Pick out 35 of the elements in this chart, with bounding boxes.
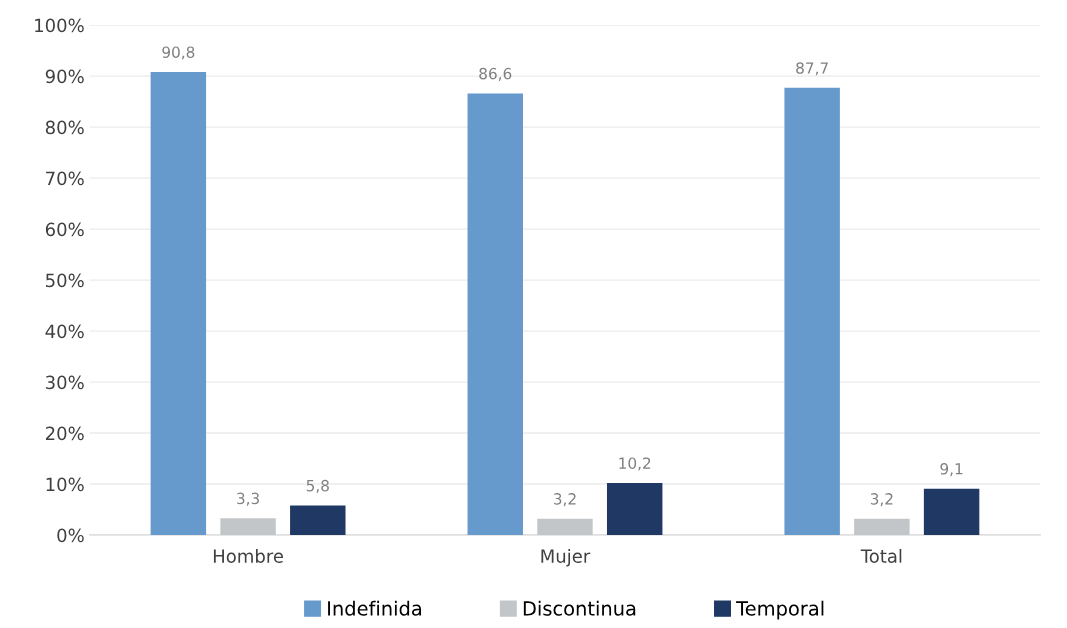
y-tick-label: 40%	[45, 324, 84, 339]
data-label: 86,6	[479, 67, 512, 81]
data-label: 3,2	[870, 493, 893, 507]
bar	[606, 483, 663, 536]
bar	[784, 87, 840, 536]
bar	[923, 488, 980, 536]
bar	[854, 518, 910, 536]
legend-label: Discontinua	[523, 600, 636, 616]
y-tick-label: 20%	[45, 426, 84, 441]
y-tick-label: 70%	[46, 171, 84, 186]
data-label: 3,3	[237, 492, 259, 506]
y-tick-label: 10%	[46, 477, 84, 492]
data-label: 10,2	[619, 457, 651, 471]
y-tick-label: 90%	[45, 69, 84, 84]
bar	[467, 93, 523, 536]
data-label: 3,2	[553, 493, 576, 507]
x-tick-label: Total	[860, 548, 902, 563]
bar	[290, 505, 346, 536]
y-tick-label: 30%	[46, 375, 84, 390]
x-tick-label: Hombre	[213, 548, 284, 563]
y-tick-label: 50%	[46, 273, 84, 288]
data-label: 87,7	[796, 62, 828, 76]
legend-label: Temporal	[736, 600, 824, 620]
bar	[150, 72, 207, 536]
y-tick-label: 0%	[57, 528, 84, 543]
bar	[537, 518, 593, 536]
y-tick-label: 80%	[45, 120, 84, 135]
y-tick-label: 100%	[35, 18, 84, 33]
bar	[220, 518, 276, 536]
legend-label: Indefinida	[328, 600, 422, 616]
y-tick-label: 60%	[45, 222, 84, 237]
data-label: 9,1	[940, 463, 963, 477]
data-label: 90,8	[162, 46, 195, 60]
x-tick-label: Mujer	[541, 548, 591, 567]
data-label: 5,8	[306, 479, 329, 493]
